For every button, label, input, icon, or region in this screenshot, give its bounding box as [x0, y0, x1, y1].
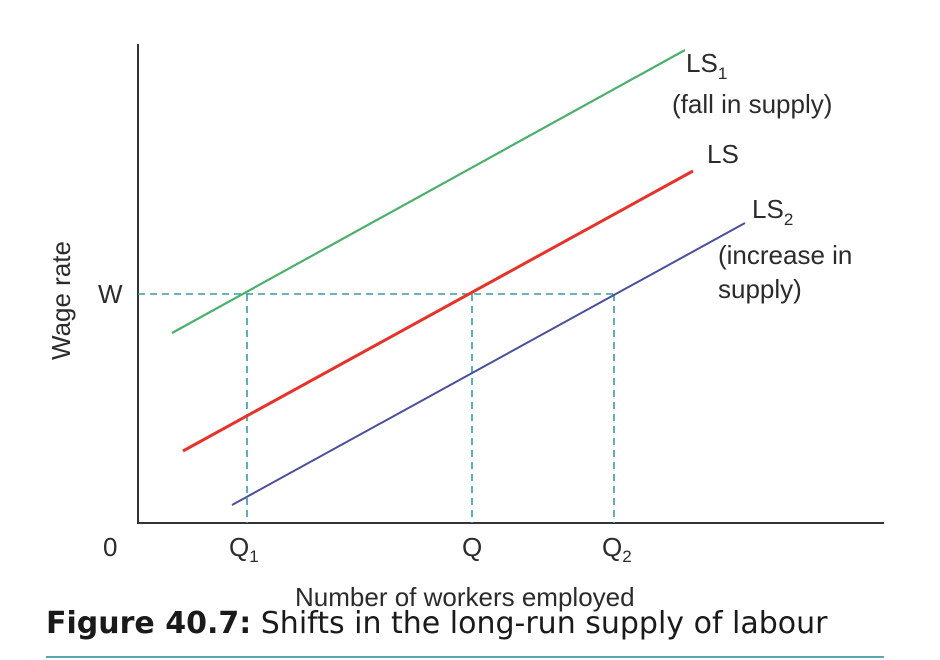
origin-label: 0: [103, 532, 117, 562]
ls-curve: [182, 169, 694, 453]
figure-number: Figure 40.7:: [46, 606, 252, 641]
ls-label: LS: [707, 139, 739, 169]
figure-caption: Figure 40.7: Shifts in the long-run supp…: [46, 606, 828, 641]
y-axis-label: Wage rate: [46, 241, 76, 360]
x-tick-q1: Q1: [229, 532, 259, 566]
ls2-curve: [231, 222, 746, 506]
y-tick-w: W: [98, 279, 123, 309]
ls2-note-line-2: supply): [718, 274, 802, 304]
figure-title: Shifts in the long-run supply of labour: [260, 606, 828, 641]
caption-rule: [46, 656, 884, 658]
x-tick-q: Q: [462, 532, 482, 562]
ls2-note-line-1: (increase in: [718, 240, 852, 270]
ls1-note: (fall in supply): [672, 89, 832, 119]
ls1-label: LS1: [686, 48, 727, 83]
x-axis-label: Number of workers employed: [295, 582, 635, 612]
ls2-label: LS2: [752, 194, 793, 229]
x-tick-q2: Q2: [602, 532, 632, 566]
ls1-curve: [171, 49, 686, 334]
